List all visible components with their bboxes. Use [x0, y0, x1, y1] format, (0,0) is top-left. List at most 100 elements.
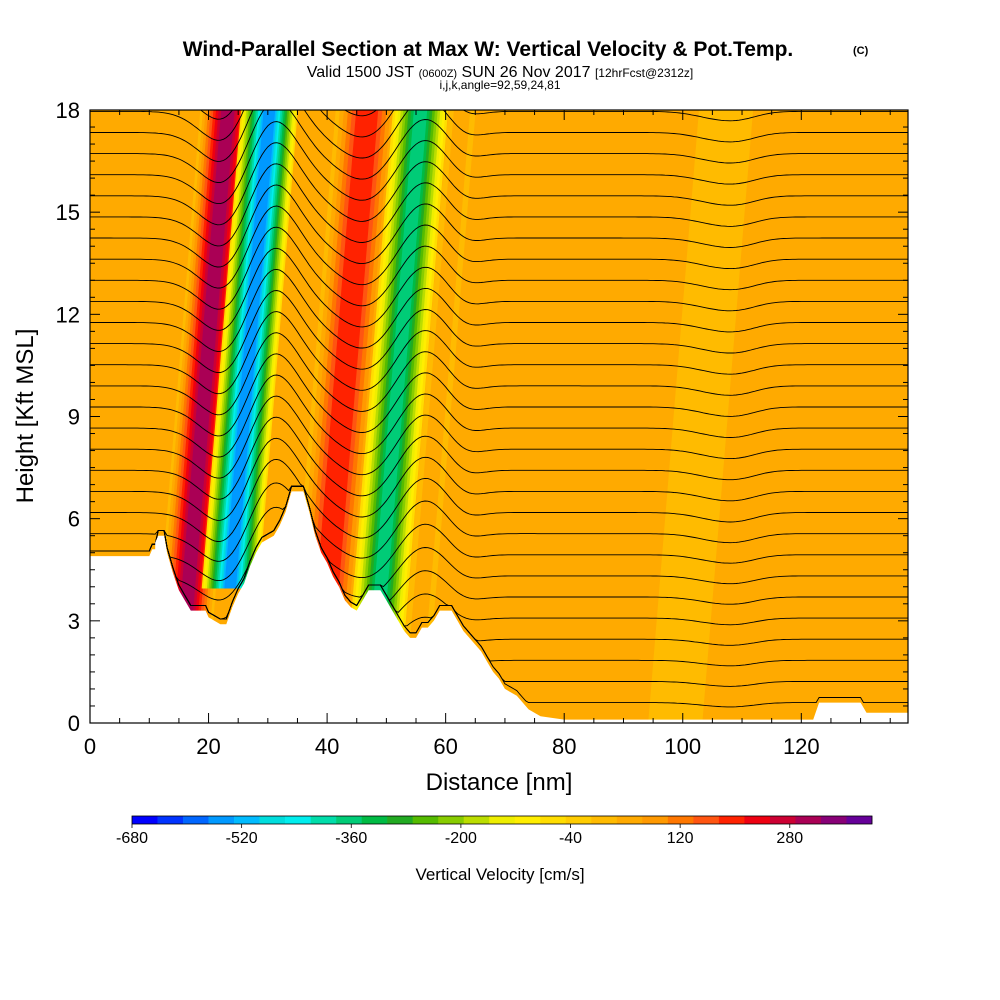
- colorbar-swatch: [514, 816, 541, 824]
- x-tick-label: 60: [433, 734, 457, 759]
- chart-title: Wind-Parallel Section at Max W: Vertical…: [183, 38, 794, 61]
- colorbar-swatch: [310, 816, 337, 824]
- colorbar-tick-label: 120: [667, 830, 694, 847]
- colorbar-swatch: [718, 816, 745, 824]
- isentrope-7: [90, 485, 908, 601]
- colorbar-swatch: [667, 816, 694, 824]
- isentrope-21: [90, 226, 908, 310]
- y-tick-label: 12: [56, 302, 80, 327]
- colorbar-swatch: [157, 816, 184, 824]
- y-axis-label: Height [Kft MSL]: [12, 329, 39, 504]
- isentrope-28: [90, 110, 908, 162]
- colorbar-swatch: [591, 816, 618, 824]
- colorbar-swatch: [489, 816, 516, 824]
- y-tick-label: 15: [56, 200, 80, 225]
- x-tick-label: 80: [552, 734, 576, 759]
- colorbar-swatch: [616, 816, 643, 824]
- colorbar-swatch: [259, 816, 286, 824]
- x-axis-label: Distance [nm]: [426, 769, 573, 796]
- colorbar-label: Vertical Velocity [cm/s]: [415, 865, 584, 884]
- velocity-band-3: [291, 110, 399, 642]
- isentrope-11: [90, 437, 908, 521]
- isentrope-6: [90, 485, 908, 620]
- x-axis: 0 20 40 60 80 100 120: [84, 110, 891, 759]
- colorbar-swatch: [183, 816, 209, 824]
- colorbar-frame: [131, 815, 873, 825]
- colorbar-tick-label: -360: [335, 830, 367, 847]
- colorbar-tick-label: -40: [559, 830, 582, 847]
- colorbar-swatch: [336, 816, 362, 824]
- colorbar-swatch: [642, 816, 669, 824]
- subtitle-valid: Valid 1500 JST: [307, 64, 415, 81]
- velocity-level--360: [366, 110, 428, 679]
- isentrope-17: [90, 311, 908, 395]
- isentrope-8: [90, 485, 908, 582]
- isentrope-20: [90, 247, 908, 331]
- colorbar-swatch: [744, 816, 771, 824]
- isentrope-14: [90, 374, 908, 458]
- colorbar-swatch: [208, 816, 235, 824]
- colorbar-swatch: [132, 816, 158, 824]
- y-tick-label: 6: [68, 507, 80, 532]
- isentrope-10: [90, 458, 908, 542]
- y-axis: 0 3 6 9 12 15 18: [56, 98, 908, 736]
- colorbar-swatch: [769, 816, 796, 824]
- isentrope-27: [90, 110, 908, 183]
- colorbar-tick-label: -200: [445, 830, 477, 847]
- x-tick-label: 40: [315, 734, 339, 759]
- colorbar-swatch: [693, 816, 720, 824]
- subtitle-date: SUN 26 Nov 2017: [462, 64, 591, 81]
- y-tick-label: 18: [56, 98, 80, 123]
- isentrope-9: [90, 482, 908, 562]
- isentrope-24: [90, 163, 908, 247]
- isentrope-19: [90, 268, 908, 352]
- colorbar-tick-label: -520: [226, 830, 258, 847]
- isentrope-23: [90, 184, 908, 268]
- colorbar-swatch: [795, 816, 822, 824]
- velocity-level-40: [648, 110, 735, 723]
- x-tick-label: 20: [196, 734, 220, 759]
- terrain-mask: [90, 491, 908, 723]
- isentrope-22: [90, 205, 908, 289]
- y-tick-label: 3: [68, 609, 80, 634]
- isentrope-26: [90, 121, 908, 205]
- isentrope-25: [90, 142, 908, 226]
- colorbar-swatch: [387, 816, 413, 824]
- colorbar-swatch: [285, 816, 311, 824]
- velocity-band-4: [346, 110, 449, 679]
- chart-subtitle: Valid 1500 JST (0600Z) SUN 26 Nov 2017 […: [307, 64, 693, 81]
- isentrope-30: [199, 110, 378, 120]
- y-tick-label: 0: [68, 711, 80, 736]
- velocity-band-6: [648, 110, 735, 723]
- velocity-level-80: [406, 110, 471, 683]
- velocity-band-7: [677, 110, 754, 723]
- isentrope-16: [90, 332, 908, 416]
- x-tick-label: 0: [84, 734, 96, 759]
- colorbar-tick-label: 280: [776, 830, 803, 847]
- colorbar-swatch: [540, 816, 567, 824]
- copyright-mark: (C): [853, 45, 869, 57]
- x-tick-label: 120: [783, 734, 820, 759]
- colorbar-tick-label: -680: [116, 830, 148, 847]
- velocity-level-360: [175, 110, 235, 667]
- x-tick-label: 100: [664, 734, 701, 759]
- colorbar-swatch: [565, 816, 592, 824]
- subtitle-forecast: [12hrFcst@2312z]: [595, 66, 693, 80]
- colorbar-swatch: [234, 816, 260, 824]
- plot-area: [90, 110, 908, 723]
- isentrope-5: [90, 485, 908, 626]
- isentrope-18: [90, 290, 908, 374]
- section-indices: i,j,k,angle=92,59,24,81: [439, 78, 560, 92]
- colorbar-swatch: [463, 816, 490, 824]
- colorbar-swatch: [412, 816, 439, 824]
- y-tick-label: 9: [68, 405, 80, 430]
- isentrope-12: [90, 416, 908, 500]
- velocity-level-40: [677, 110, 754, 723]
- isentrope-13: [90, 395, 908, 479]
- colorbar: -680 -520 -360 -200 -40 120 280: [116, 815, 873, 847]
- subtitle-utc: (0600Z): [419, 68, 458, 80]
- isentrope-15: [90, 353, 908, 437]
- colorbar-swatch: [820, 816, 847, 824]
- colorbar-swatch: [438, 816, 465, 824]
